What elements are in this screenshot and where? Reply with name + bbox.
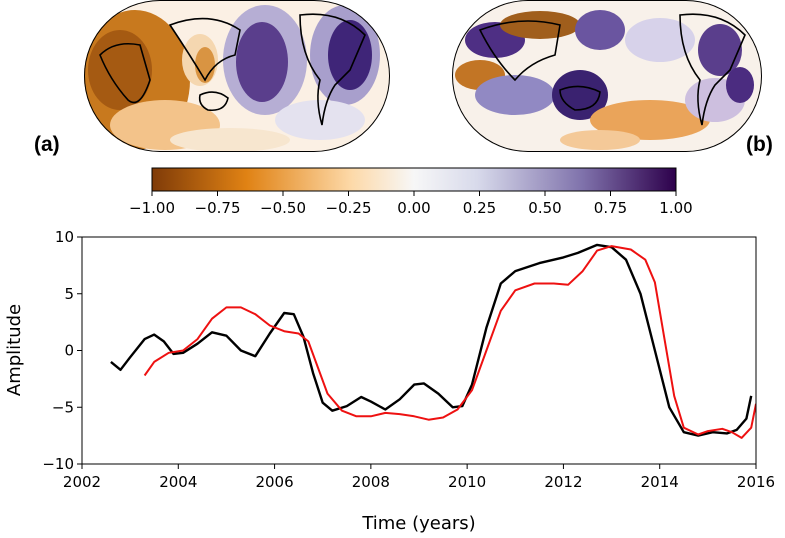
y-tick-label: 0 <box>64 342 74 360</box>
y-axis: −10 −5 0 5 10 <box>42 228 82 473</box>
plot-area <box>82 237 756 464</box>
colorbar-tick-label: −1.00 <box>129 199 175 217</box>
map-b <box>452 0 762 152</box>
colorbar-bar <box>151 167 677 192</box>
series-line-black <box>110 243 753 437</box>
x-tick-label: 2016 <box>737 473 775 491</box>
colorbar-tick-label: 0.00 <box>397 199 430 217</box>
x-axis-title: Time (years) <box>361 513 475 534</box>
y-tick-label: 5 <box>64 285 74 303</box>
x-tick-label: 2006 <box>255 473 293 491</box>
x-axis: 2002 2004 2006 2008 2010 2012 2014 2016 <box>63 464 775 491</box>
x-tick-label: 2014 <box>641 473 679 491</box>
series-line-red <box>143 245 756 439</box>
colorbar-tick-label: 0.75 <box>594 199 627 217</box>
line-chart: 2002 2004 2006 2008 2010 2012 2014 2016 −10 −5 0 5… <box>4 228 775 534</box>
colorbar: −1.00 −0.75 −0.50 −0.25 0.00 0.25 0.50 0.75 1.00 <box>129 167 693 217</box>
panel-label-b: (b) <box>746 133 773 156</box>
x-tick-label: 2004 <box>159 473 197 491</box>
x-tick-label: 2010 <box>448 473 486 491</box>
colorbar-tick-label: −0.25 <box>326 199 372 217</box>
colorbar-tick-label: −0.50 <box>260 199 306 217</box>
y-tick-label: −10 <box>42 455 74 473</box>
y-tick-label: 10 <box>55 228 74 246</box>
colorbar-tick-label: −0.75 <box>195 199 241 217</box>
x-tick-label: 2012 <box>544 473 582 491</box>
y-axis-title: Amplitude <box>4 304 25 396</box>
x-tick-label: 2008 <box>352 473 390 491</box>
colorbar-tick-label: 0.25 <box>463 199 496 217</box>
colorbar-ticks: −1.00 −0.75 −0.50 −0.25 0.00 0.25 0.50 0.75 1.00 <box>129 191 693 217</box>
colorbar-tick-label: 1.00 <box>659 199 692 217</box>
panel-label-a: (a) <box>34 133 60 156</box>
map-a <box>84 0 390 152</box>
x-tick-label: 2002 <box>63 473 101 491</box>
y-tick-label: −5 <box>52 398 74 416</box>
colorbar-tick-label: 0.50 <box>528 199 561 217</box>
